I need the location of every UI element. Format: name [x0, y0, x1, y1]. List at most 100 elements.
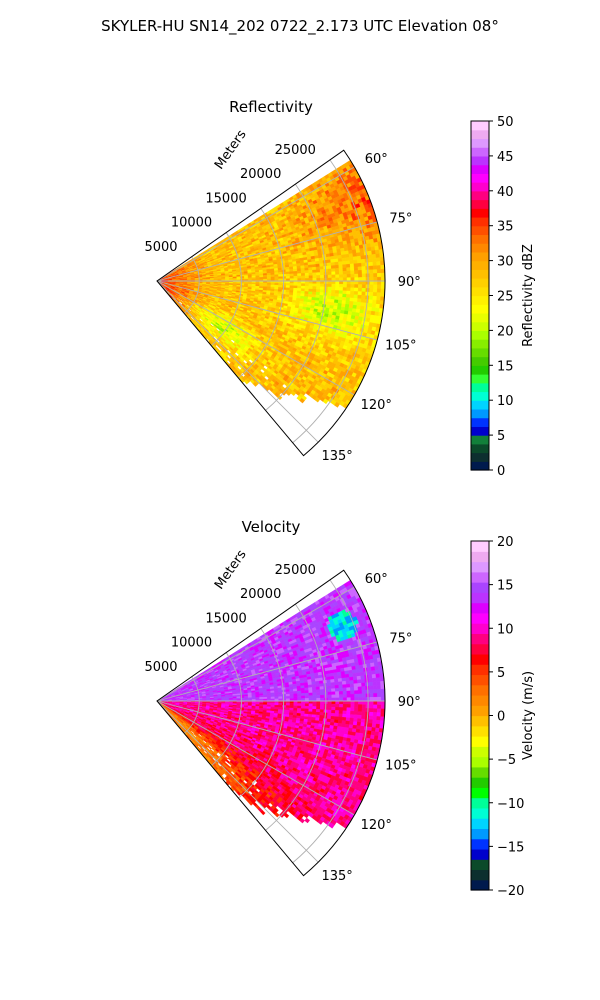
data-cell: [327, 265, 332, 270]
data-cell: [367, 250, 373, 256]
data-cell: [338, 296, 343, 301]
data-cell: [361, 262, 366, 267]
data-cell: [339, 283, 344, 288]
data-cell: [361, 273, 367, 278]
data-cell: [342, 293, 347, 298]
data-cell: [350, 280, 355, 285]
data-cell: [346, 294, 351, 299]
data-cell: [350, 290, 355, 295]
data-cell: [376, 269, 382, 274]
data-cell: [327, 283, 332, 288]
data-field: [156, 159, 386, 409]
data-cell: [371, 303, 377, 309]
data-cell: [335, 277, 340, 282]
range-tick-label: 20000: [240, 167, 281, 182]
data-cell: [334, 293, 340, 298]
data-cell: [274, 274, 279, 278]
data-cell: [330, 265, 336, 270]
data-cell: [352, 252, 358, 258]
data-cell: [377, 284, 382, 290]
data-cell: [353, 259, 358, 264]
data-cell: [357, 270, 363, 275]
data-cell: [357, 262, 362, 268]
data-cell: [367, 303, 373, 308]
data-cell: [338, 267, 344, 272]
azimuth-tick-label: 90°: [398, 275, 421, 290]
data-cell: [341, 297, 347, 302]
data-cell: [338, 290, 344, 295]
data-cell: [349, 260, 355, 265]
data-cell: [372, 257, 377, 263]
data-cell: [274, 276, 279, 280]
data-cell: [349, 297, 355, 302]
data-cell: [350, 287, 355, 292]
data-cell: [375, 253, 381, 259]
data-cell: [330, 292, 336, 297]
data-cell: [319, 286, 325, 290]
data-cell: [327, 292, 332, 297]
data-cell: [278, 276, 283, 280]
data-cell: [319, 289, 325, 293]
data-cell: [373, 280, 378, 286]
data-cell: [342, 290, 347, 295]
range-tick-label: 5000: [144, 240, 177, 255]
data-cell: [350, 267, 355, 272]
data-cell: [312, 286, 317, 290]
data-cell: [371, 307, 376, 312]
data-cell: [369, 273, 374, 278]
data-cell: [315, 269, 321, 273]
data-cell: [373, 269, 378, 274]
data-cell: [331, 268, 336, 273]
data-cell: [342, 277, 348, 282]
data-cell: [368, 295, 374, 301]
data-cell: [300, 273, 306, 277]
data-cell: [316, 283, 321, 287]
data-cell: [278, 274, 283, 277]
data-cell: [339, 277, 344, 282]
data-cell: [368, 261, 374, 267]
azimuth-tick-label: 60°: [365, 152, 388, 167]
data-cell: [369, 291, 374, 297]
data-cell: [293, 273, 298, 277]
data-cell: [331, 271, 336, 276]
data-cell: [353, 294, 359, 299]
data-cell: [304, 285, 310, 290]
data-cell: [335, 283, 340, 288]
data-cell: [354, 273, 359, 278]
data-cell: [247, 277, 253, 280]
data-cell: [341, 257, 347, 262]
data-cell: [369, 280, 374, 285]
data-cell: [327, 274, 332, 279]
data-cell: [316, 286, 321, 290]
data-cell: [372, 299, 377, 305]
data-cell: [338, 293, 343, 298]
data-cell: [334, 261, 339, 266]
data-cell: [259, 277, 264, 280]
data-cell: [358, 284, 363, 289]
data-cell: [349, 294, 355, 299]
data-cell: [346, 290, 351, 295]
data-cell: [304, 270, 310, 274]
data-cell: [326, 262, 332, 267]
data-cell: [373, 273, 378, 278]
data-cell: [301, 283, 306, 287]
data-cell: [338, 287, 344, 291]
data-cell: [270, 282, 275, 286]
data-cell: [342, 287, 348, 292]
data-cell: [373, 276, 378, 282]
data-cell: [319, 266, 325, 270]
data-cell: [376, 292, 382, 297]
data-cell: [339, 280, 344, 285]
azimuth-tick-label: 135°: [321, 449, 352, 464]
data-cell: [360, 258, 366, 264]
data-cell: [285, 276, 291, 279]
data-cell: [377, 272, 382, 278]
data-cell: [361, 277, 367, 282]
data-cell: [369, 269, 374, 274]
data-cell: [300, 270, 306, 274]
data-cell: [356, 301, 362, 307]
data-cell: [327, 271, 332, 276]
data-cell: [308, 269, 313, 274]
data-cell: [342, 267, 347, 272]
